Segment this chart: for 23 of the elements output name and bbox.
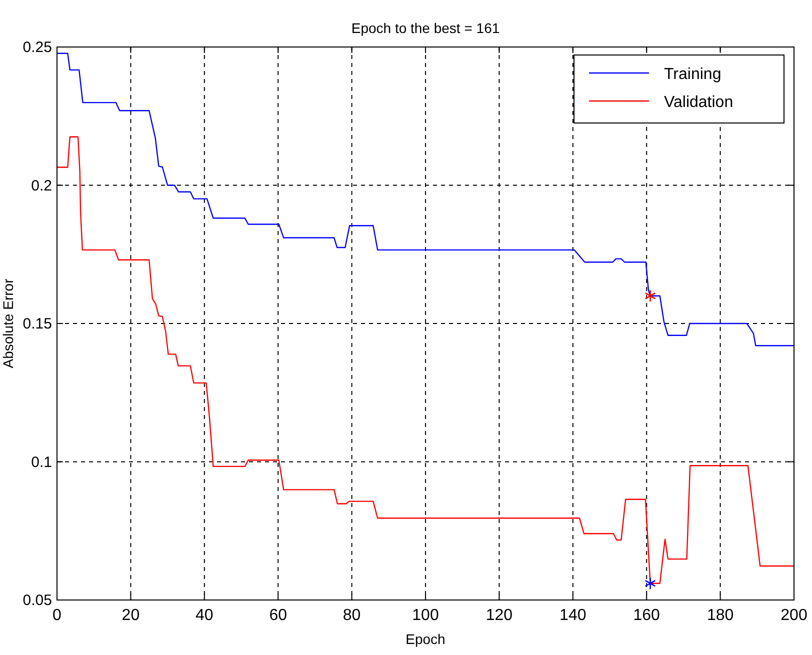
x-tick-label: 140 [560, 607, 586, 624]
y-tick-label: 0.25 [22, 39, 52, 56]
x-tick-label: 0 [52, 607, 62, 624]
x-tick-label: 20 [122, 607, 140, 624]
legend-label: Validation [664, 94, 734, 111]
legend-label: Training [664, 66, 722, 83]
x-tick-label: 180 [706, 607, 734, 624]
x-axis-title: Epoch [406, 631, 446, 647]
line-series [56, 52, 795, 346]
x-tick-label: 40 [196, 607, 214, 624]
y-tick-label: 0.1 [31, 454, 52, 471]
chart-title: Epoch to the best = 161 [351, 20, 500, 36]
x-tick-label: 80 [342, 607, 361, 624]
x-tick-label: 200 [780, 607, 808, 624]
x-tick-label: 120 [486, 607, 513, 624]
y-tick-label: 0.2 [31, 177, 52, 194]
x-tick-label: 160 [633, 607, 660, 624]
y-tick-label: 0.05 [22, 592, 52, 609]
x-tick-label: 100 [412, 607, 439, 624]
y-axis-title: Absolute Error [0, 278, 16, 368]
x-tick-label: 60 [269, 607, 288, 624]
y-tick-label: 0.15 [22, 316, 52, 332]
line-series [56, 136, 795, 584]
